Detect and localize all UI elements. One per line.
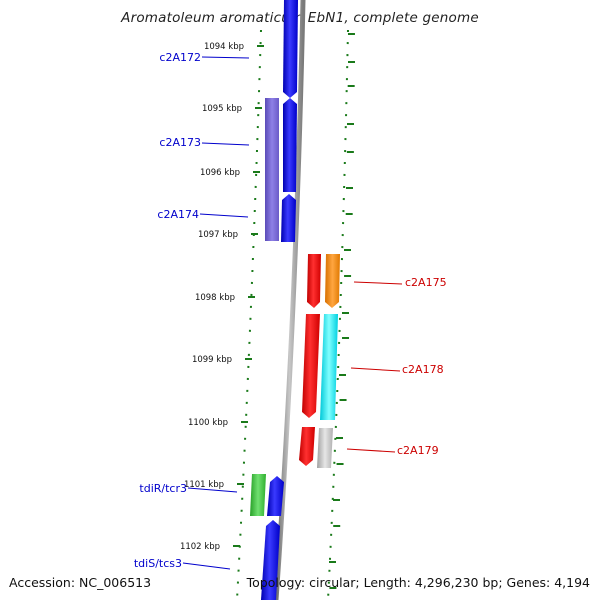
gene-block-c2A173[interactable] bbox=[265, 98, 279, 241]
gene-block-c2A179-b[interactable] bbox=[317, 428, 333, 468]
topology-text: Topology: circular; Length: 4,296,230 bp… bbox=[246, 575, 590, 590]
tick-label: 1102 kbp bbox=[180, 542, 220, 552]
reverse-genes bbox=[299, 254, 340, 468]
tick-group: 1094 kbp 1095 kbp 1096 kbp 1097 kbp 1098 kbp… bbox=[180, 33, 355, 589]
gene-block-c2A178[interactable] bbox=[302, 314, 320, 418]
gene-block-c2A174[interactable] bbox=[281, 194, 296, 242]
gene-label-c2A174[interactable]: c2A174 bbox=[157, 208, 199, 221]
gene-block-c2A173-b[interactable] bbox=[283, 98, 297, 192]
gene-block-c2A179[interactable] bbox=[299, 427, 315, 466]
gene-block-tdiR[interactable] bbox=[250, 474, 266, 516]
gene-label-tdiR-tcr3[interactable]: tdiR/tcr3 bbox=[139, 482, 187, 495]
outer-ruler-dots bbox=[327, 29, 349, 600]
tick-label: 1096 kbp bbox=[200, 168, 240, 178]
gene-block-c2A172[interactable] bbox=[283, 0, 298, 98]
tick-label: 1097 kbp bbox=[198, 230, 238, 240]
gene-label-c2A178[interactable]: c2A178 bbox=[402, 363, 444, 376]
leader-lines bbox=[182, 56, 403, 570]
gene-label-tdiS-tcs3[interactable]: tdiS/tcs3 bbox=[134, 557, 182, 570]
genome-backbone bbox=[273, 0, 306, 600]
gene-label-c2A173[interactable]: c2A173 bbox=[159, 136, 201, 149]
forward-genes bbox=[250, 0, 298, 600]
tick-label: 1095 kbp bbox=[202, 104, 242, 114]
gene-label-c2A175[interactable]: c2A175 bbox=[405, 276, 447, 289]
inner-ruler-dots bbox=[236, 29, 262, 600]
tick-label: 1100 kbp bbox=[188, 418, 228, 428]
tick-label: 1099 kbp bbox=[192, 355, 232, 365]
accession-text: Accession: NC_006513 bbox=[9, 575, 152, 590]
gene-block-tdiR-b[interactable] bbox=[267, 476, 284, 516]
tick-label: 1101 kbp bbox=[184, 480, 224, 490]
gene-block-c2A178-b[interactable] bbox=[320, 314, 338, 420]
map-title: Aromatoleum aromaticum EbN1, complete ge… bbox=[121, 10, 479, 26]
gene-block-tdiS[interactable] bbox=[261, 520, 280, 600]
tick-label: 1098 kbp bbox=[195, 293, 235, 303]
gene-label-c2A172[interactable]: c2A172 bbox=[159, 51, 201, 64]
gene-label-c2A179[interactable]: c2A179 bbox=[397, 444, 439, 457]
gene-block-c2A175[interactable] bbox=[307, 254, 321, 308]
gene-block-c2A175-b[interactable] bbox=[325, 254, 340, 308]
tick-label: 1094 kbp bbox=[204, 42, 244, 52]
